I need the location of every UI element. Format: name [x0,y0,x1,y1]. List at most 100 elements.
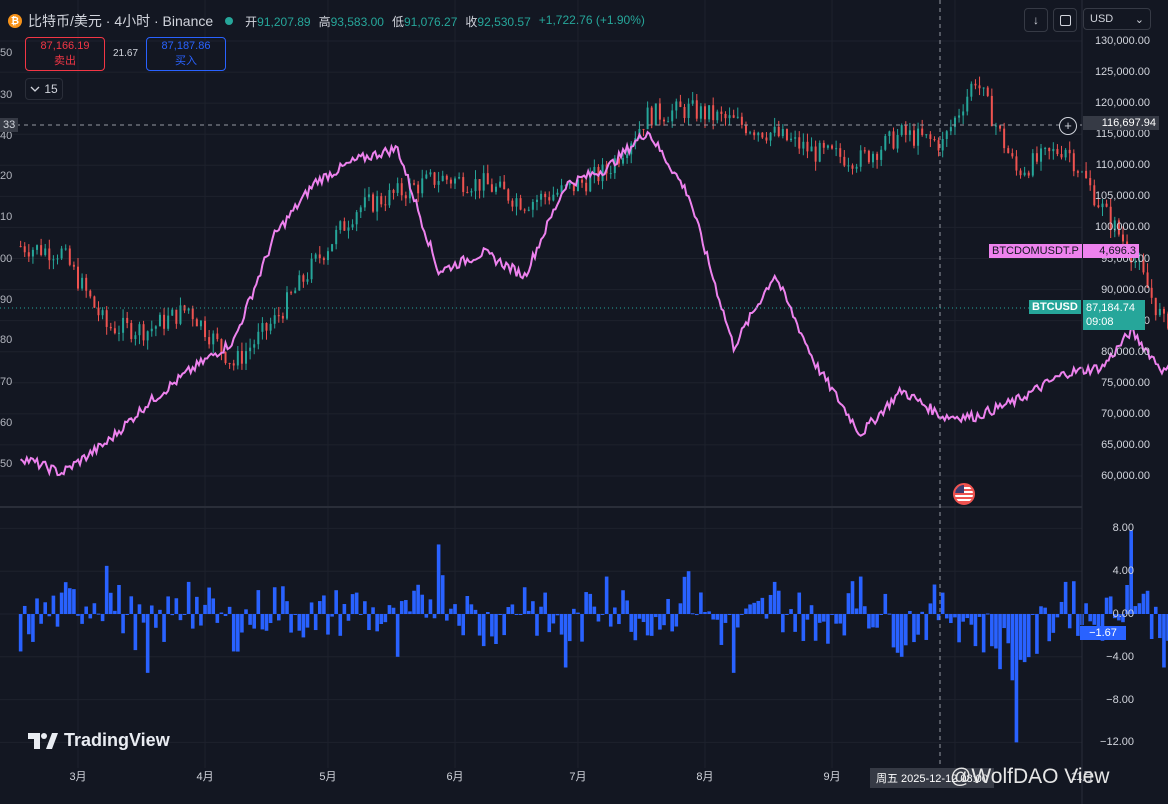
candle-body [1031,153,1034,176]
histogram-bar [567,614,572,642]
candle-body [872,153,875,163]
candle-body [888,131,891,137]
histogram-bar [1084,603,1088,614]
candle-body [769,132,772,141]
fullscreen-button[interactable] [1053,8,1077,32]
histogram-bar [801,614,806,641]
add-alert-icon[interactable]: + [1059,117,1077,135]
histogram-bar [703,611,707,614]
buy-button[interactable]: 87,187.86 买入 [146,37,226,71]
histogram-bar [285,601,289,614]
histogram-bar [498,614,502,615]
candle-body [64,248,67,250]
histogram-bar [375,614,379,632]
histogram-bar [158,609,162,614]
candle-body [339,221,342,230]
time-axis-tick: 3月 [69,771,87,783]
histogram-bar [981,614,986,653]
histogram-bar [1002,614,1006,629]
scroll-to-latest-button[interactable]: ↓ [1024,8,1048,32]
btc-last-price: 87,184.74 [1086,302,1135,314]
sell-button[interactable]: 87,166.19 卖出 [25,37,105,71]
tradingview-logo[interactable]: TradingView [28,730,170,751]
candle-body [675,101,678,111]
candle-body [1117,220,1120,235]
candle-body [1003,128,1006,149]
candle-body [703,106,706,120]
candle-body [146,331,149,341]
candle-body [781,129,784,137]
time-axis-tick: 6月 [446,771,464,783]
candle-body [544,193,547,198]
candle-body [31,249,34,257]
histogram-bar [35,598,39,614]
histogram-bar [764,614,769,619]
candle-body [732,115,735,118]
histogram-bar [1153,606,1158,614]
histogram-bar [854,608,859,614]
us-flag-icon[interactable] [953,483,975,505]
candle-body [785,129,788,141]
candle-body [929,134,932,140]
histogram-bar [514,614,519,615]
histogram-bar [563,614,568,668]
histogram-bar [1108,596,1113,614]
candle-body [1060,154,1063,158]
candle-body [839,148,842,157]
candle-body [376,196,379,212]
histogram-bar [867,614,871,629]
histogram-bar [440,575,445,614]
candle-body [154,326,157,329]
histogram-bar [908,610,912,614]
candle-body [433,172,436,185]
histogram-bar [957,614,961,643]
histogram-bar [838,614,843,624]
histogram-bar [899,614,904,657]
candle-body [802,141,805,149]
currency-select[interactable]: USD ⌄ [1083,8,1151,30]
candle-body [232,363,235,366]
histogram-bar [481,614,486,647]
histogram-bar [473,609,478,614]
histogram-bar [428,599,433,614]
candle-body [515,198,518,207]
histogram-bar [293,614,297,615]
histogram-bar [600,613,605,615]
candle-body [859,150,862,167]
candle-body [1097,205,1100,208]
histogram-bar [59,592,64,614]
histogram-bar [133,614,138,651]
candle-body [601,164,604,182]
histogram-bar [850,581,855,614]
candle-body [818,142,821,162]
histogram-bar [518,614,523,615]
histogram-bar [785,614,789,615]
candle-body [490,184,493,192]
candle-body [953,117,956,128]
time-axis-tick: 8月 [696,771,714,783]
ohlc-open: 开91,207.89 [245,14,311,29]
bitcoin-icon: ₿ [8,14,22,28]
histogram-bar [166,596,170,614]
candle-body [417,184,420,194]
candle-body [89,290,92,297]
histogram-bar [834,614,838,624]
candle-body [548,197,551,201]
histogram-bar [203,604,207,614]
candle-body [884,136,887,150]
candle-body [609,173,612,175]
histogram-bar [436,544,441,614]
histogram-bar [768,594,773,614]
candle-body [425,174,428,179]
histogram-bar [961,614,965,622]
candle-body [626,154,629,159]
histogram-bar [662,614,666,626]
symbol-title[interactable]: 比特币/美元 · 4小时 · Binance [28,13,214,29]
candle-body [908,130,911,135]
histogram-bar [18,614,23,652]
candle-body [1011,153,1014,157]
candle-body [441,175,444,182]
indicators-collapse-button[interactable]: 15 [25,78,63,100]
histogram-bar [731,614,736,673]
